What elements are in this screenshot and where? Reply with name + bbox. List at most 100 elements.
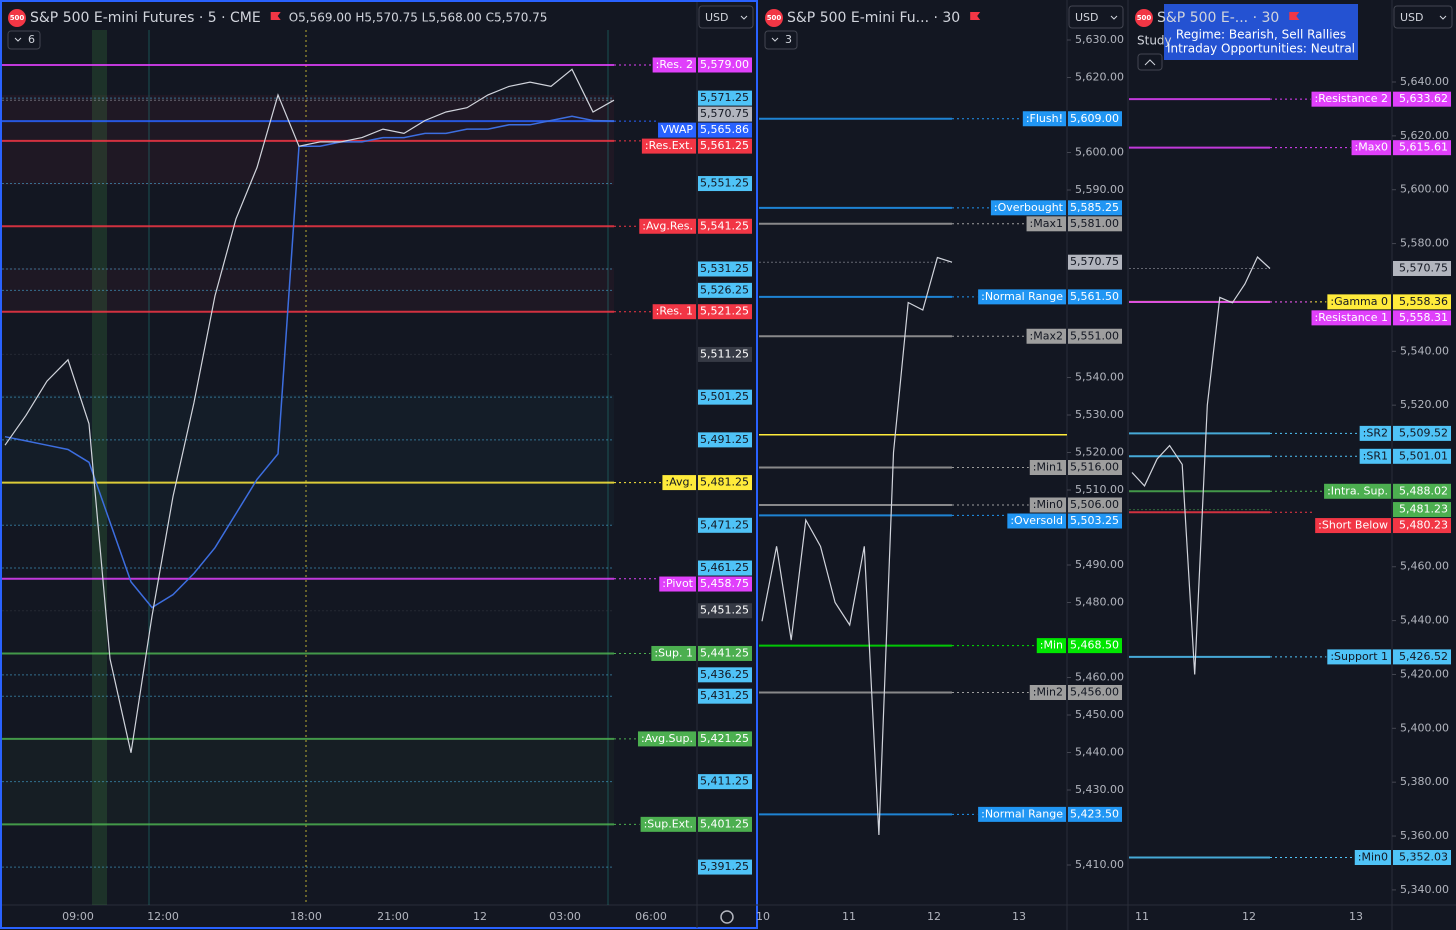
price-label: 5,558.36 (1399, 295, 1448, 308)
time-label: 09:00 (62, 910, 94, 923)
level-name-box (1029, 497, 1066, 513)
currency: USD (1075, 11, 1099, 24)
price-label-box (1068, 497, 1122, 513)
price-tick-label: 5,520.00 (1075, 446, 1124, 459)
time-label: 21:00 (377, 910, 409, 923)
price-tick-label: 5,450.00 (1075, 708, 1124, 721)
vwap-line (4, 115, 615, 609)
price-label-box (1068, 216, 1122, 232)
price-label: 5,561.25 (700, 139, 749, 152)
currency: USD (705, 11, 729, 24)
price-label: 5,411.25 (700, 775, 749, 788)
level-name: :Normal Range (981, 290, 1063, 303)
settings-icon[interactable] (720, 910, 734, 924)
price-label: 5,480.23 (1399, 519, 1448, 532)
price-label-box (1393, 140, 1451, 156)
level-name-box (1327, 649, 1391, 665)
level-name: :Min0 (1033, 498, 1063, 511)
price-label: 5,570.75 (1070, 255, 1119, 268)
price-tick-label: 5,460.00 (1400, 560, 1449, 573)
price-label: 5,352.03 (1399, 851, 1448, 864)
price-label-box (1068, 806, 1122, 822)
currency-selector[interactable] (698, 5, 754, 29)
active-panel-frame (0, 0, 758, 929)
flag-icon (1289, 12, 1300, 20)
currency-selector[interactable] (1068, 5, 1124, 29)
price-label-box (1068, 289, 1122, 305)
price-label: 5,491.25 (700, 433, 749, 446)
level-name: :Resistance 1 (1315, 311, 1388, 324)
price-label-box (698, 517, 752, 533)
level-name: :Res. 1 (656, 305, 693, 318)
level-name-box (1324, 483, 1391, 499)
price-label-box (1068, 638, 1122, 654)
level-name: :Min2 (1033, 686, 1063, 699)
price-tick-label: 5,360.00 (1400, 829, 1449, 842)
chevron-icon (14, 37, 22, 42)
level-name-box (658, 122, 696, 138)
price-label: 5,481.25 (700, 476, 749, 489)
time-label: 10 (756, 910, 770, 923)
time-label: 13 (1349, 910, 1363, 923)
price-label: 5,468.50 (1070, 639, 1119, 652)
level-name-box (659, 576, 696, 592)
price-label-box (698, 176, 752, 192)
price-label-box (698, 688, 752, 704)
price-label-box (698, 731, 752, 747)
level-name-box (1022, 111, 1066, 127)
indicator-toggle[interactable] (7, 30, 41, 50)
price-tick-label: 5,340.00 (1400, 883, 1449, 896)
level-name: :Avg.Sup. (641, 732, 693, 745)
level-name-box (652, 304, 696, 320)
ohlc: O5,569.00 H5,570.75 L5,568.00 C5,570.75 (289, 11, 548, 25)
level-name: :Support 1 (1330, 650, 1388, 663)
level-name: :Res.Ext. (645, 139, 693, 152)
indicator-toggle[interactable] (764, 30, 798, 50)
price-label: 5,609.00 (1070, 112, 1119, 125)
price-label-box (1393, 518, 1451, 534)
price-tick-label: 5,440.00 (1075, 746, 1124, 759)
currency: USD (1400, 11, 1424, 24)
price-tick-label: 5,460.00 (1075, 671, 1124, 684)
level-name: :SR1 (1363, 449, 1388, 462)
price-label-box (698, 57, 752, 73)
price-tick-label: 5,620.00 (1400, 129, 1449, 142)
price-tick-label: 5,620.00 (1075, 71, 1124, 84)
price-tick-label: 5,640.00 (1400, 75, 1449, 88)
price-label: 5,565.86 (700, 123, 749, 136)
price-label: 5,541.25 (700, 219, 749, 232)
price-label-box (698, 138, 752, 154)
price-label-box (1393, 91, 1451, 107)
level-name-box (1351, 140, 1391, 156)
level-name: :Gamma 0 (1330, 295, 1388, 308)
chevron-icon (740, 15, 748, 20)
currency-selector[interactable] (1393, 5, 1453, 29)
price-label-box (1393, 649, 1451, 665)
price-tick-label: 5,600.00 (1400, 183, 1449, 196)
price-label-box (698, 645, 752, 661)
collapse-button[interactable] (1137, 53, 1163, 71)
price-label-box (698, 667, 752, 683)
support-zone (2, 740, 614, 825)
price-tick-label: 5,420.00 (1400, 667, 1449, 680)
level-name-box (1311, 91, 1391, 107)
level-name-box (651, 645, 696, 661)
level-name: :Short Below (1318, 519, 1388, 532)
price-label-box (698, 106, 752, 122)
indicator-count: 3 (785, 33, 792, 46)
price-tick-label: 5,510.00 (1075, 483, 1124, 496)
price-label-box (698, 560, 752, 576)
price-label: 5,391.25 (700, 860, 749, 873)
price-label-box (1393, 425, 1451, 441)
price-label-box (698, 816, 752, 832)
level-name-box (1029, 685, 1066, 700)
level-name: :Avg. (665, 476, 693, 489)
price-label: 5,481.23 (1399, 503, 1448, 516)
price-label: 5,579.00 (700, 58, 749, 71)
price-label-box (1393, 502, 1451, 518)
indicator-count: 6 (28, 33, 35, 46)
price-label: 5,503.25 (1070, 514, 1119, 527)
level-name-box (1359, 448, 1391, 464)
price-label: 5,633.62 (1399, 92, 1448, 105)
